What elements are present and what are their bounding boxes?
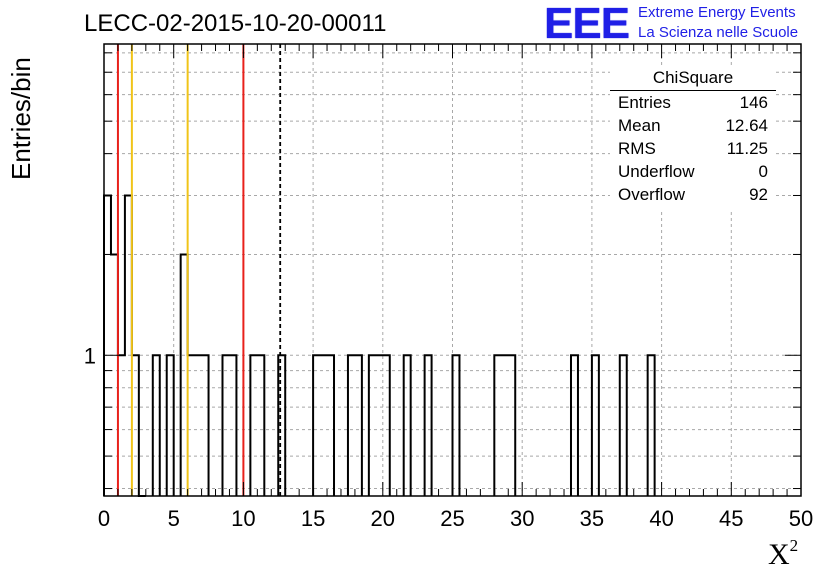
stats-value: 11.25 [726, 139, 768, 158]
x-axis-title-superscript: 2 [789, 536, 799, 555]
stats-box: ChiSquare Entries 146 Mean 12.64 RMS 11.… [610, 66, 776, 210]
stats-label: Mean [618, 116, 661, 135]
x-tick-label: 50 [789, 506, 813, 531]
eee-logo: EEE [544, 0, 630, 48]
stats-row-overflow: Overflow 92 [618, 185, 768, 207]
stats-label: Underflow [618, 162, 695, 181]
stats-value: 12.64 [725, 116, 768, 135]
stats-value: 146 [739, 93, 768, 112]
stats-label: Entries [618, 93, 671, 112]
stats-row-underflow: Underflow 0 [618, 162, 768, 184]
x-tick-label: 15 [301, 506, 325, 531]
stats-row-rms: RMS 11.25 [618, 139, 768, 161]
stats-label: Overflow [618, 185, 686, 204]
x-axis-title-main: X [768, 538, 790, 571]
y-axis-title: Entries/bin [6, 57, 36, 180]
stats-label: RMS [618, 139, 656, 158]
x-tick-label: 10 [231, 506, 255, 531]
x-tick-label: 20 [371, 506, 395, 531]
x-tick-label: 0 [98, 506, 110, 531]
logo-line-1: Extreme Energy Events [638, 4, 796, 21]
stats-row-entries: Entries 146 [618, 93, 768, 115]
x-tick-label: 45 [719, 506, 743, 531]
x-tick-label: 25 [440, 506, 464, 531]
histogram-outline [103, 194, 656, 497]
plot-frame [103, 43, 802, 497]
stats-value: 0 [758, 162, 768, 181]
stats-divider [610, 90, 776, 91]
x-tick-label: 40 [649, 506, 673, 531]
logo-line-2: La Scienza nelle Scuole [638, 24, 799, 41]
x-tick-label: 35 [580, 506, 604, 531]
x-tick-label: 30 [510, 506, 534, 531]
x-tick-label: 5 [168, 506, 180, 531]
y-tick-label: 1 [84, 343, 96, 368]
x-axis-title: X2 [768, 536, 798, 572]
stats-title: ChiSquare [652, 68, 734, 87]
stats-value: 92 [749, 185, 768, 204]
stats-row-mean: Mean 12.64 [618, 116, 768, 138]
chart-title: LECC-02-2015-10-20-00011 [84, 10, 387, 37]
